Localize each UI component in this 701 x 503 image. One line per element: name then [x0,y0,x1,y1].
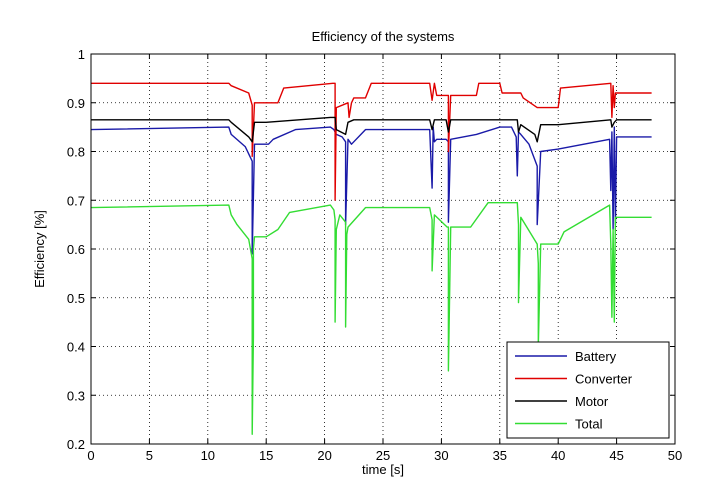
y-axis-label: Efficiency [%] [32,210,47,288]
legend-box [506,341,670,439]
x-tick-label: 0 [87,448,94,463]
series-line-battery [90,126,652,255]
grid-lines [91,54,675,444]
legend-label-battery: Battery [575,349,617,364]
legend-label-motor: Motor [575,394,609,409]
series-line-total [90,201,652,435]
y-tick-label: 1 [78,47,85,62]
legend-label-total: Total [575,417,603,432]
x-tick-label: 50 [668,448,682,463]
series-line-motor [91,116,652,143]
x-tick-label: 5 [146,448,153,463]
x-tick-label: 10 [201,448,215,463]
x-tick-label: 35 [493,448,507,463]
y-tick-label: 0.9 [67,96,85,111]
x-tick-label: 25 [376,448,390,463]
y-tick-label: 0.5 [67,291,85,306]
x-tick-label: 45 [609,448,623,463]
series-line-converter [91,82,652,202]
legend-label-converter: Converter [575,372,633,387]
x-tick-label: 20 [317,448,331,463]
chart-title: Efficiency of the systems [312,29,455,44]
x-tick-label: 15 [259,448,273,463]
axis-ticks: 0 5 10 15 20 25 30 35 40 45 50 0.2 0.3 0.4 0.5 0.6 0.7 0.… [67,47,682,463]
y-tick-label: 0.6 [67,242,85,257]
y-tick-label: 0.4 [67,340,85,355]
x-axis-label: time [s] [362,462,404,477]
y-tick-label: 0.3 [67,388,85,403]
legend: Battery Converter Motor Total [506,341,670,439]
x-tick-label: 40 [551,448,565,463]
series-lines [90,82,652,435]
y-tick-label: 0.7 [67,193,85,208]
x-tick-label: 30 [434,448,448,463]
y-tick-label: 0.8 [67,145,85,160]
y-tick-label: 0.2 [67,437,85,452]
